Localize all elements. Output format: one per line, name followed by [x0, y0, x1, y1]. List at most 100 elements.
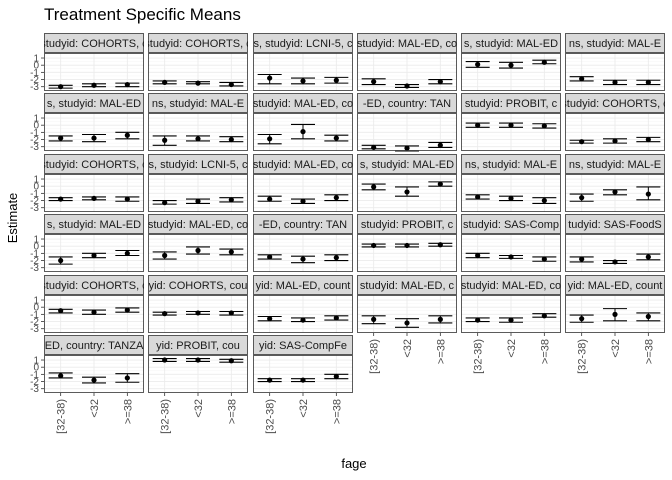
facet-strip [44, 33, 144, 53]
facet-strip-label: studyid: PROBIT, c [465, 98, 558, 110]
y-tick-label: -2 [30, 196, 39, 207]
facet-panel: studyid: MAL-ED, co [357, 33, 457, 91]
x-tick-label: <32 [610, 339, 622, 358]
panel-border [148, 53, 248, 91]
data-point [475, 61, 481, 68]
x-tick-label: >=38 [539, 339, 551, 364]
data-point [228, 310, 234, 316]
y-tick-label: -3 [30, 82, 39, 93]
x-tick-label: <32 [506, 339, 518, 358]
facet-strip [44, 275, 144, 295]
data-point [475, 194, 481, 200]
x-tick-label: <32 [89, 399, 101, 418]
data-point [612, 79, 618, 85]
facet-strip-label: studyid: MAL-ED, co [253, 159, 353, 171]
facet-panel: studyid: MAL-ED, co [148, 214, 248, 272]
data-point [300, 198, 306, 204]
data-point [58, 196, 64, 202]
facet-strip-label: s, studyid: MAL-ED [464, 38, 558, 50]
data-point [267, 75, 273, 81]
panel-border [461, 234, 561, 272]
data-point [195, 80, 201, 86]
y-tick-label: 0 [33, 303, 39, 314]
facet-panel: studyid: COHORTS, c10-1-2-3 [30, 275, 144, 335]
data-point [162, 79, 168, 85]
facet-strip-label: studyid: MAL-ED, co [148, 219, 248, 231]
facet-panel: ED, country: TANZA 10-1-2-3 [30, 335, 144, 395]
facet-strip-label: studyid: COHORTS, c [561, 98, 669, 110]
facet-panel: studyid: MAL-ED, c [357, 275, 457, 333]
facet-strip [44, 335, 144, 355]
x-axis-title: fage [341, 456, 366, 471]
facet-panel: studyid: MAL-ED, co [253, 93, 353, 151]
facet-panel: studyid: SAS-Comp [461, 214, 561, 272]
data-point [91, 195, 97, 201]
data-point [162, 357, 168, 363]
x-tick-label: <32 [298, 399, 310, 418]
data-point [333, 255, 339, 261]
data-point [579, 195, 585, 201]
facet-strip [565, 33, 665, 53]
facet-panel: yid: COHORTS, cou [148, 275, 248, 333]
facet-strip [357, 33, 457, 53]
data-point [404, 320, 410, 326]
facet-strip [565, 275, 665, 295]
data-point [91, 309, 97, 315]
facet-panel: studyid: COHORTS, c10-1-2-3 [30, 154, 144, 214]
facet-panel: s, studyid: MAL-ED 10-1-2-3 [30, 214, 144, 274]
data-point [579, 76, 585, 82]
facet-strip [461, 275, 561, 295]
data-point [437, 181, 443, 187]
facet-panel: s, studyid: MAL-ED 10-1-2-3 [30, 93, 144, 153]
y-tick-label: -1 [30, 189, 39, 200]
panel-border [253, 53, 353, 91]
data-point [162, 137, 168, 143]
data-point [404, 83, 410, 89]
facet-strip-label: studyid: MAL-ED, c [360, 280, 455, 292]
y-tick-label: -3 [30, 384, 39, 395]
x-tick-label: [32-38) [577, 339, 589, 374]
facet-strip-label: s, studyid: LCNI-5, c [253, 38, 353, 50]
facet-panel: s, studyid: LCNI-5, c [253, 33, 353, 91]
data-point [541, 256, 547, 262]
data-point [228, 358, 234, 364]
data-point [371, 79, 377, 85]
facet-strip-label: studyid: MAL-ED, co [357, 38, 457, 50]
panel-border [357, 113, 457, 151]
x-tick-label: [32-38) [56, 399, 68, 434]
panel-border [565, 113, 665, 151]
data-point [579, 316, 585, 322]
data-point [124, 375, 130, 381]
data-point [124, 196, 130, 202]
facet-strip [148, 275, 248, 295]
panel-border [357, 53, 457, 91]
facet-panel: yid: MAL-ED, count [253, 275, 353, 333]
data-point [228, 81, 234, 88]
data-point [645, 254, 651, 260]
data-point [541, 313, 547, 319]
facet-panel: tudyid: SAS-FoodS [565, 214, 665, 272]
facet-strip-label: -ED, country: TAN [259, 219, 347, 231]
panel-border [148, 355, 248, 393]
y-tick-label: -1 [30, 370, 39, 381]
panel-border [253, 174, 353, 212]
x-axis: [32-38) <32 >=38 [160, 393, 238, 434]
x-tick-label: [32-38) [265, 399, 277, 434]
panel-border [461, 113, 561, 151]
panel-border [44, 174, 144, 212]
y-tick-label: -2 [30, 75, 39, 86]
facet-strip-label: yid: MAL-ED, count [568, 280, 663, 292]
data-point [437, 242, 443, 248]
data-point [195, 198, 201, 204]
data-point [195, 310, 201, 316]
facet-panel: yid: MAL-ED, count [565, 275, 665, 333]
facet-strip [461, 154, 561, 174]
data-point [475, 122, 481, 128]
facet-strip [148, 335, 248, 355]
panel-border [565, 174, 665, 212]
data-point [267, 377, 273, 383]
y-tick-label: -3 [30, 203, 39, 214]
y-tick-label: -1 [30, 128, 39, 139]
facet-strip [565, 93, 665, 113]
data-point [508, 122, 514, 128]
